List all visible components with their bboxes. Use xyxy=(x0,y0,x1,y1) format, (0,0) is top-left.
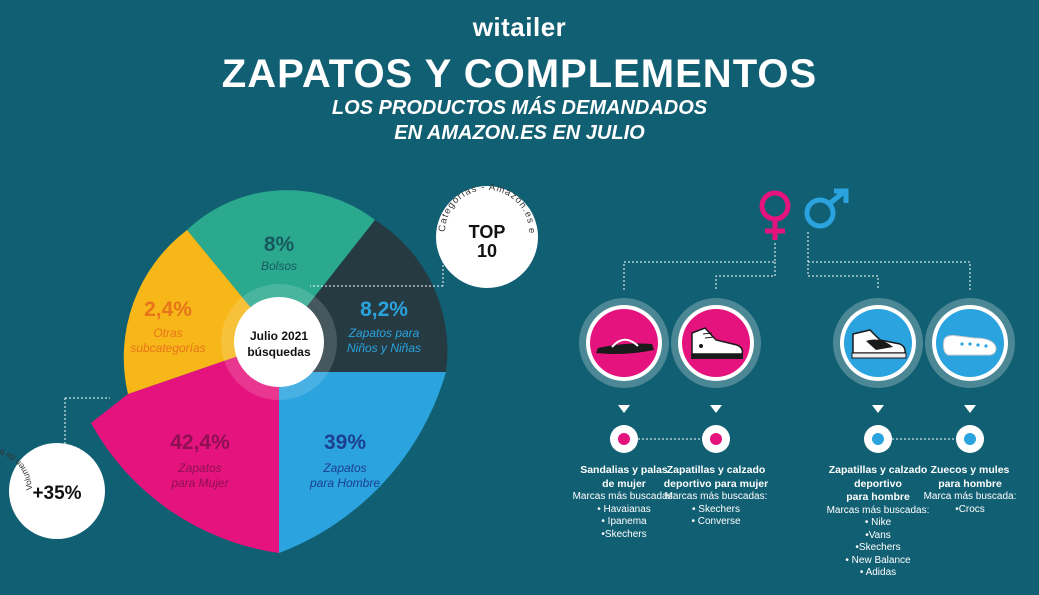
growth-badge: Volumen de búsqueda Julio 2020-Julio 202… xyxy=(0,397,110,539)
name-label-hombre-1: Zapatos xyxy=(322,461,366,475)
page-title: ZAPATOS Y COMPLEMENTOS xyxy=(221,52,818,96)
arrow-down-icon xyxy=(710,405,722,413)
pie-chart xyxy=(91,190,448,553)
connector-lines xyxy=(623,232,971,440)
sneaker-icon xyxy=(851,329,907,359)
brand-item: • Adidas xyxy=(859,567,897,578)
center-label-2: búsquedas xyxy=(247,345,311,359)
pie-center-disc xyxy=(234,297,324,387)
brand-item: • Ipanema xyxy=(601,516,647,527)
arrow-down-icon xyxy=(618,405,630,413)
subtitle-line-1: LOS PRODUCTOS MÁS DEMANDADOS xyxy=(331,97,708,119)
name-label-otras-1: Otras xyxy=(153,326,182,340)
pie-slice-hombre xyxy=(279,342,446,553)
brand-item: • Nike xyxy=(864,517,892,528)
brand-item: •Crocs xyxy=(955,503,985,515)
name-label-ninos-2: Niños y Niñas xyxy=(347,341,421,355)
brand-item: • Converse xyxy=(691,516,741,527)
arrow-down-icon xyxy=(964,405,976,413)
arrow-down-icon xyxy=(872,405,884,413)
pct-label-ninos: 8,2% xyxy=(360,298,408,321)
clog-icon xyxy=(943,335,997,356)
pct-label-mujer: 42,4% xyxy=(170,431,230,454)
pct-label-bolsos: 8% xyxy=(264,233,295,256)
top10-main-2: 10 xyxy=(477,241,497,261)
brands-label: Marcas más buscadas: xyxy=(664,491,768,502)
female-symbol-icon xyxy=(759,190,791,240)
product-title: Sandalias y palas de mujer xyxy=(580,464,668,490)
brand-item: • New Balance xyxy=(845,554,911,566)
pct-label-otras: 2,4% xyxy=(144,298,192,321)
product-circle-zapatillas-hombre xyxy=(833,298,923,388)
product-circle-sandalias xyxy=(579,298,669,388)
name-label-hombre-2: para Hombre xyxy=(309,476,380,490)
product-title: Zapatillas y calzado deportivo para mujer xyxy=(663,464,769,490)
brand-item: •Skechers xyxy=(601,528,647,540)
brands-label: Marcas más buscadas: xyxy=(826,504,930,516)
top10-main-1: TOP xyxy=(469,222,506,242)
brand-item: •Skechers xyxy=(855,542,901,553)
name-label-mujer-1: Zapatos xyxy=(177,461,221,475)
name-label-ninos-1: Zapatos para xyxy=(348,326,420,340)
pie-slice-bolsos xyxy=(187,190,375,342)
pie-slice-mujer xyxy=(91,342,279,553)
pct-label-hombre: 39% xyxy=(324,431,366,454)
product-text-zapatillas-mujer: Zapatillas y calzado deportivo para mujer… xyxy=(651,464,781,529)
sandal-icon xyxy=(596,338,654,354)
brands-label: Marca más buscada: xyxy=(923,491,1017,502)
name-label-otras-2: subcategorías xyxy=(130,341,205,355)
brand-item: • Skechers xyxy=(692,503,740,515)
product-circle-zuecos xyxy=(925,298,1015,388)
product-title: Zuecos y mules para hombre xyxy=(930,464,1010,490)
brand-logo: witailer xyxy=(472,12,567,42)
name-label-bolsos: Bolsos xyxy=(261,259,297,273)
brand-item: •Vans xyxy=(865,529,891,541)
product-text-sandalias: Sandalias y palas de mujer Marcas más bus… xyxy=(559,464,689,541)
product-text-zuecos: Zuecos y mules para hombre Marca más busc… xyxy=(920,464,1020,516)
product-dots xyxy=(610,425,984,453)
subtitle-line-2: EN AMAZON.ES EN JULIO xyxy=(394,122,645,144)
product-circle-zapatillas-mujer xyxy=(671,298,761,388)
male-symbol-icon xyxy=(804,188,849,229)
product-text-zapatillas-hombre: Zapatillas y calzado deportivo para hombre… xyxy=(808,464,948,580)
sneaker-icon xyxy=(691,327,744,359)
brands-label: Marcas más buscadas: xyxy=(572,491,676,502)
center-label-1: Julio 2021 xyxy=(250,329,308,343)
down-arrows xyxy=(618,405,976,413)
brand-item: • Havaianas xyxy=(597,503,651,515)
growth-value: +35% xyxy=(32,483,81,504)
product-title: Zapatillas y calzado deportivo para hombre xyxy=(828,464,928,503)
name-label-mujer-2: para Mujer xyxy=(170,476,229,490)
